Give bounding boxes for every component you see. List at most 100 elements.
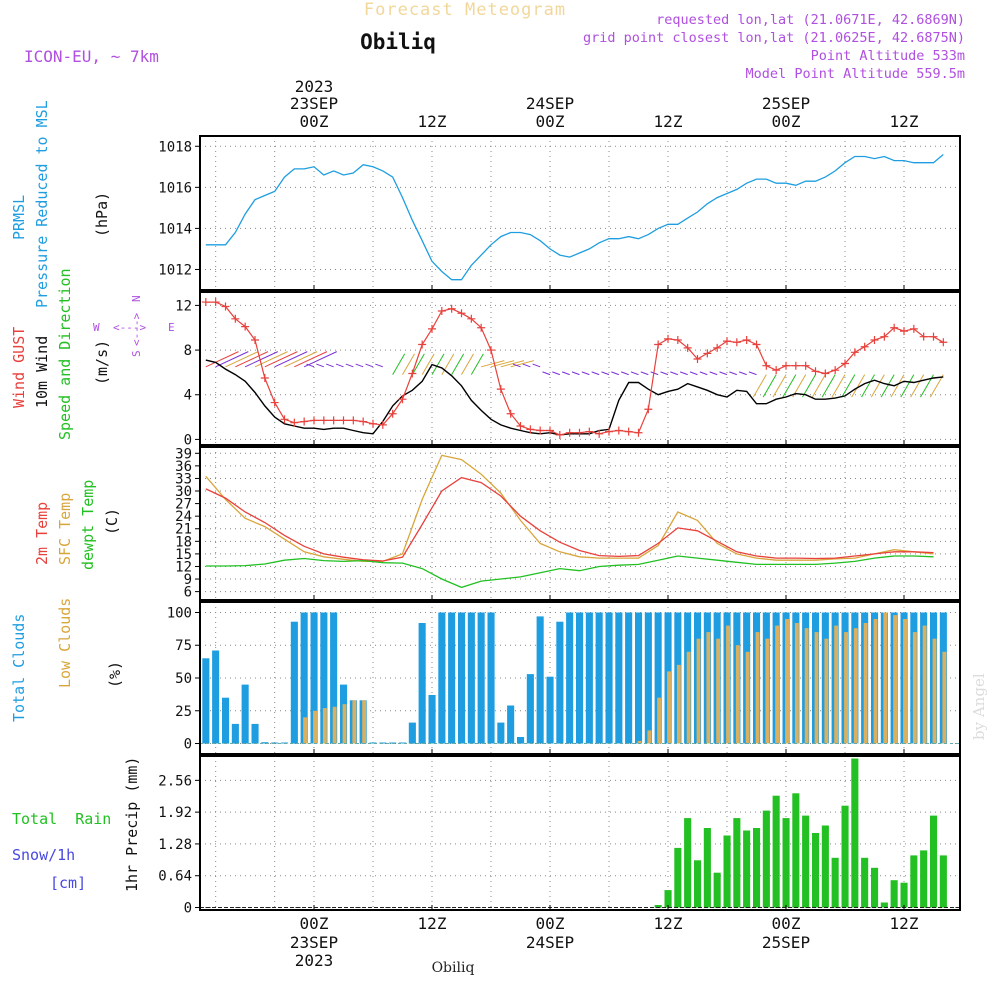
panel-frame xyxy=(199,446,961,601)
rain-bar xyxy=(939,855,947,908)
wind-direction-arrow xyxy=(451,353,465,375)
top-tick-label-4: 12Z xyxy=(654,112,683,131)
cloud-y-ticks: 0 25 50 75 100 xyxy=(167,605,200,753)
total-clouds-bar xyxy=(212,650,220,744)
bottom-tick-label-2: 12Z xyxy=(418,914,447,933)
total-clouds-bar xyxy=(566,612,574,744)
total-clouds-bar xyxy=(310,612,318,744)
wind-direction-arrow xyxy=(441,353,455,375)
rain-bar xyxy=(762,810,770,908)
wind-gust-point xyxy=(339,416,348,425)
wind-direction-arrow xyxy=(581,371,590,376)
wind-gust-point xyxy=(428,324,436,333)
wind-gust-point xyxy=(831,366,840,375)
total-clouds-bar xyxy=(625,612,633,744)
wind-direction-arrow xyxy=(630,371,639,376)
y-tick-label: 75 xyxy=(175,638,192,654)
wind-direction-arrow xyxy=(620,371,629,376)
total-clouds-bar xyxy=(389,742,397,744)
bottom-time-axis: 00Z 12Z 00Z 12Z 00Z 12Z 23SEP 24SEP 25SE… xyxy=(290,914,919,970)
wind-gust-point xyxy=(310,416,318,425)
wind-gust-point xyxy=(703,349,712,358)
wind-gust-point xyxy=(506,409,515,418)
total-clouds-label: Total Clouds xyxy=(10,614,28,722)
wind-direction-arrows xyxy=(205,351,944,398)
rain-bar xyxy=(900,882,908,908)
wind-direction-arrow xyxy=(679,371,688,376)
wind-direction-arrow xyxy=(421,353,435,375)
wind-panel: 0 4 8 12 xyxy=(175,292,960,448)
wind-direction-arrow xyxy=(522,363,531,368)
wind-direction-arrow xyxy=(461,353,474,375)
low-clouds-bar xyxy=(834,625,839,744)
total-clouds-bar xyxy=(408,722,416,744)
y-tick-label: 21 xyxy=(175,522,192,538)
total-clouds-bar xyxy=(251,723,259,744)
wind-gust-point xyxy=(398,395,407,404)
wind-direction-arrow xyxy=(244,351,279,368)
temp-grid xyxy=(200,447,960,600)
rain-bar xyxy=(782,818,790,908)
y-tick-label: 25 xyxy=(175,704,192,720)
wind-direction-arrow xyxy=(611,371,620,376)
rain-bar xyxy=(733,818,741,908)
wind-gust-point xyxy=(713,343,722,352)
wind-direction-arrow xyxy=(670,371,679,376)
wind-gust-point xyxy=(260,373,269,382)
total-clouds-bar xyxy=(644,612,652,744)
wind-gust-point xyxy=(850,348,859,357)
wind-direction-arrow xyxy=(303,351,338,368)
low-clouds-bar xyxy=(342,704,347,744)
low-clouds-bar xyxy=(804,628,809,744)
top-tick-label-1: 00Z xyxy=(300,112,329,131)
wind-grid xyxy=(200,292,960,445)
point-altitude: Point Altitude 533m xyxy=(811,48,965,64)
y-tick-label: 1.92 xyxy=(158,805,192,821)
total-clouds-bar xyxy=(330,612,338,744)
low-clouds-bar xyxy=(735,645,740,744)
top-date-label-1: 23SEP xyxy=(290,94,338,113)
total-clouds-bar xyxy=(635,612,643,744)
wind-gust-point xyxy=(359,417,368,426)
wind-direction-arrow xyxy=(470,353,484,375)
requested-coords: requested lon,lat (21.0671E, 42.6869N) xyxy=(656,12,965,28)
wind-direction-arrow xyxy=(561,371,570,376)
wind-direction-arrow xyxy=(500,360,525,368)
wind-gust-label: Wind GUST xyxy=(10,327,28,408)
y-tick-label: 0.64 xyxy=(158,869,192,885)
rain-bar xyxy=(674,847,682,908)
wind-gust-point xyxy=(270,398,279,407)
y-tick-label: 18 xyxy=(175,534,192,550)
wind-direction-arrow xyxy=(880,374,895,398)
total-clouds-bar xyxy=(448,612,456,744)
wind-gust-point xyxy=(585,427,594,436)
wind-gust-point xyxy=(536,426,545,435)
panel-frame xyxy=(199,601,961,755)
footer-station: Obiliq xyxy=(432,960,475,976)
bottom-tick-label-5: 00Z xyxy=(772,914,801,933)
bottom-date-label-1: 23SEP xyxy=(290,933,338,952)
wind-direction-arrow xyxy=(205,351,239,368)
wind-direction-arrow xyxy=(264,351,298,368)
snow-label: Snow/1h xyxy=(12,846,75,864)
y-tick-label: 27 xyxy=(175,497,192,513)
grid-point-coords: grid point closest lon,lat (21.0625E, 42… xyxy=(583,30,965,46)
watermark: by Angel xyxy=(970,673,988,740)
wind-gust-point xyxy=(811,367,820,376)
wind-y-ticks: 0 4 8 12 xyxy=(175,298,200,448)
snow-unit-label: [cm] xyxy=(50,874,86,892)
wind-direction-arrow xyxy=(431,353,445,375)
dewpt-temp-line xyxy=(205,555,934,589)
precip-labels: Total Rain Snow/1h [cm] 1hr Precip (mm) xyxy=(12,757,141,892)
cloud-labels: Total Clouds Low Clouds (%) xyxy=(10,598,124,722)
low-clouds-label: Low Clouds xyxy=(56,598,74,688)
wind-gust-point xyxy=(241,322,250,331)
rain-bar xyxy=(812,833,820,908)
wind-gust-line xyxy=(205,301,944,436)
wind-gust-point xyxy=(841,359,849,368)
wind-gust-point xyxy=(929,332,938,341)
wind-gust-point xyxy=(909,324,918,333)
low-clouds-bar xyxy=(853,628,858,744)
